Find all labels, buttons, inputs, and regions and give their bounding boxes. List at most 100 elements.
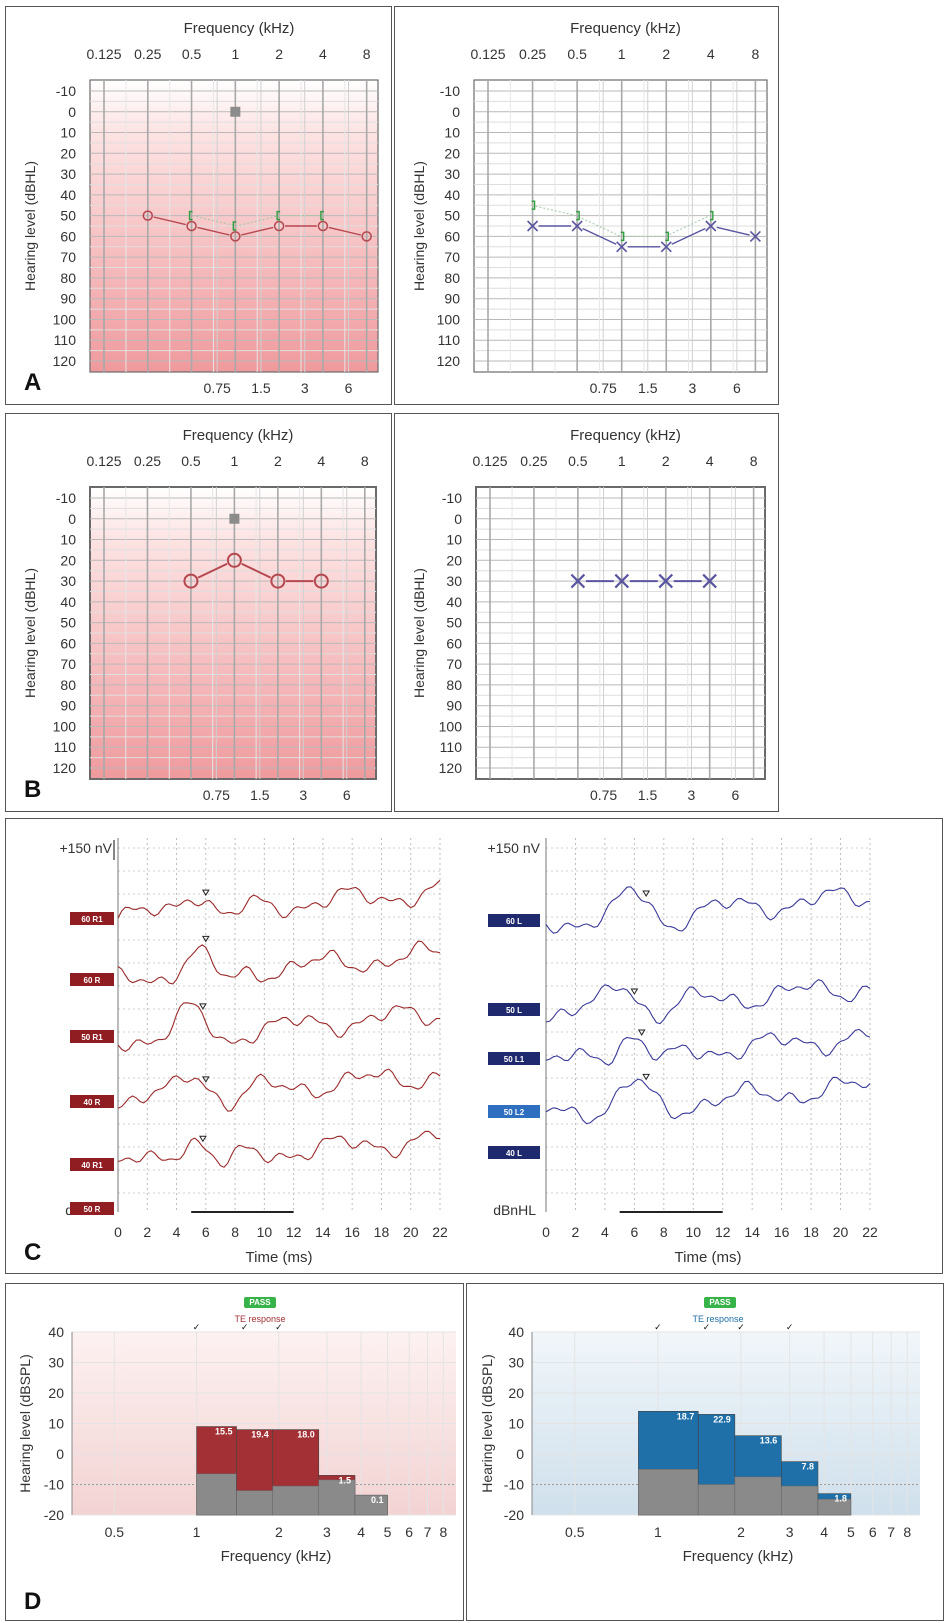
audiogram-b-left: Frequency (kHz) 0.125 0.25 0.5 1 2 4 8 0.75 1.5 3 6… bbox=[411, 427, 766, 803]
x-tick-bottom: 6 bbox=[731, 787, 739, 803]
wave-v-marker bbox=[199, 1003, 207, 1010]
y-tick: 60 bbox=[60, 635, 76, 651]
x-tick-bottom: 0.75 bbox=[590, 787, 617, 803]
y-tick: 80 bbox=[446, 677, 462, 693]
air-conduction-marker-x bbox=[571, 220, 583, 232]
trace-label: 40 R1 bbox=[81, 1161, 103, 1170]
y-axis-title: Hearing level (dBSPL) bbox=[17, 1354, 33, 1493]
trace-label-badge bbox=[70, 1158, 114, 1171]
air-conduction-marker-o bbox=[361, 231, 372, 242]
y-tick: 0 bbox=[452, 104, 460, 120]
x-axis-title: Time (ms) bbox=[246, 1249, 313, 1266]
wave-v-marker bbox=[642, 890, 651, 897]
check-mark: ✓ bbox=[703, 1322, 711, 1332]
x-axis-title: Frequency (kHz) bbox=[184, 20, 295, 37]
x-tick: 8 bbox=[903, 1524, 911, 1540]
y-tick: 10 bbox=[444, 125, 460, 141]
x-tick: 12 bbox=[286, 1224, 302, 1240]
bone-conduction-marker bbox=[232, 221, 237, 231]
x-tick-bottom: 3 bbox=[301, 380, 309, 396]
air-conduction-marker-o bbox=[230, 231, 241, 242]
x-tick: 18 bbox=[374, 1224, 390, 1240]
scale-label: +150 nV bbox=[487, 840, 540, 856]
air-conduction-marker-x bbox=[614, 573, 630, 589]
x-tick: 0.5 bbox=[565, 1524, 585, 1540]
y-tick: 110 bbox=[440, 739, 463, 755]
x-tick: 14 bbox=[315, 1224, 331, 1240]
snr-label: 15.5 bbox=[215, 1427, 233, 1437]
x-tick: 16 bbox=[774, 1224, 790, 1240]
y-tick: 30 bbox=[444, 166, 460, 182]
x-tick-top: 0.25 bbox=[134, 453, 161, 469]
x-tick-bottom: 3 bbox=[688, 380, 696, 396]
y-tick: 120 bbox=[53, 760, 77, 776]
y-tick: 40 bbox=[48, 1324, 64, 1340]
abr-waveform bbox=[117, 940, 441, 985]
air-conduction-marker-x bbox=[660, 241, 672, 253]
noise-floor-bar bbox=[196, 1473, 237, 1516]
y-tick: 30 bbox=[446, 573, 462, 589]
x-tick-bottom: 6 bbox=[345, 380, 353, 396]
trace-label-badge bbox=[488, 1052, 540, 1065]
x-axis-title: Time (ms) bbox=[675, 1249, 742, 1266]
panel-label-a: A bbox=[24, 369, 42, 396]
check-mark: ✓ bbox=[241, 1322, 249, 1332]
snr-label: 1.8 bbox=[834, 1494, 847, 1504]
trace-label: 60 R bbox=[84, 976, 101, 985]
x-tick-top: 2 bbox=[662, 46, 670, 62]
x-axis-title: Frequency (kHz) bbox=[183, 427, 294, 444]
wave-v-marker bbox=[201, 935, 210, 943]
no-response-marker bbox=[229, 513, 240, 524]
pass-badge bbox=[244, 1297, 276, 1308]
noise-floor-bar bbox=[236, 1490, 274, 1516]
y-tick: 80 bbox=[60, 677, 76, 693]
panel-label-c: C bbox=[24, 1239, 42, 1266]
check-mark: ✓ bbox=[737, 1322, 745, 1332]
x-tick-bottom: 1.5 bbox=[638, 787, 658, 803]
x-tick: 2 bbox=[737, 1524, 745, 1540]
abr-waveform bbox=[117, 1130, 441, 1168]
series-line bbox=[671, 227, 706, 245]
y-tick: 70 bbox=[60, 249, 76, 265]
y-tick: -20 bbox=[504, 1507, 524, 1523]
y-tick: 30 bbox=[48, 1355, 64, 1371]
abr-c-left: +150 nV 0 2 4 6 8 10 12 14 16 18 20 22 dBnHL Time (ms)… bbox=[487, 838, 878, 1266]
y-tick: 0 bbox=[56, 1446, 64, 1462]
y-tick: 70 bbox=[444, 249, 460, 265]
x-tick: 8 bbox=[439, 1524, 447, 1540]
x-tick-bottom: 1.5 bbox=[250, 787, 270, 803]
y-tick: 10 bbox=[60, 125, 76, 141]
snr-label: 18.7 bbox=[677, 1411, 695, 1421]
y-tick: 20 bbox=[60, 145, 76, 161]
snr-label: 7.8 bbox=[801, 1462, 814, 1472]
y-tick: 80 bbox=[60, 270, 76, 286]
x-tick-top: 2 bbox=[275, 46, 283, 62]
trace-label-badge bbox=[70, 1095, 114, 1108]
panel-label-d: D bbox=[24, 1588, 42, 1615]
audiogram-a-left: Frequency (kHz) 0.125 0.25 0.5 1 2 4 8 0.75 1.5 3 6… bbox=[411, 20, 768, 396]
x-tick: 4 bbox=[357, 1524, 365, 1540]
x-tick: 3 bbox=[786, 1524, 794, 1540]
trace-label: 50 L1 bbox=[504, 1055, 525, 1064]
x-tick: 10 bbox=[257, 1224, 273, 1240]
x-tick: 16 bbox=[344, 1224, 360, 1240]
snr-label: 1.5 bbox=[338, 1475, 351, 1485]
x-tick-bottom: 6 bbox=[733, 380, 741, 396]
x-tick-bottom: 6 bbox=[343, 787, 351, 803]
x-tick: 0.5 bbox=[105, 1524, 125, 1540]
y-axis-title: Hearing level (dBHL) bbox=[22, 161, 38, 291]
y-axis-title: Hearing level (dBHL) bbox=[411, 568, 427, 698]
y-tick: 10 bbox=[446, 532, 462, 548]
series-line bbox=[241, 562, 272, 579]
air-conduction-marker-x bbox=[702, 573, 717, 589]
y-tick: 90 bbox=[60, 698, 76, 714]
y-tick: 50 bbox=[60, 615, 76, 631]
x-tick: 22 bbox=[432, 1224, 448, 1240]
noise-floor-bar bbox=[272, 1485, 320, 1516]
y-tick: 60 bbox=[446, 635, 462, 651]
series-line bbox=[197, 562, 228, 579]
y-tick: 30 bbox=[60, 573, 76, 589]
noise-floor-bar bbox=[697, 1484, 736, 1516]
bone-conduction-marker bbox=[709, 210, 714, 221]
x-axis-title: Frequency (kHz) bbox=[221, 1548, 332, 1565]
